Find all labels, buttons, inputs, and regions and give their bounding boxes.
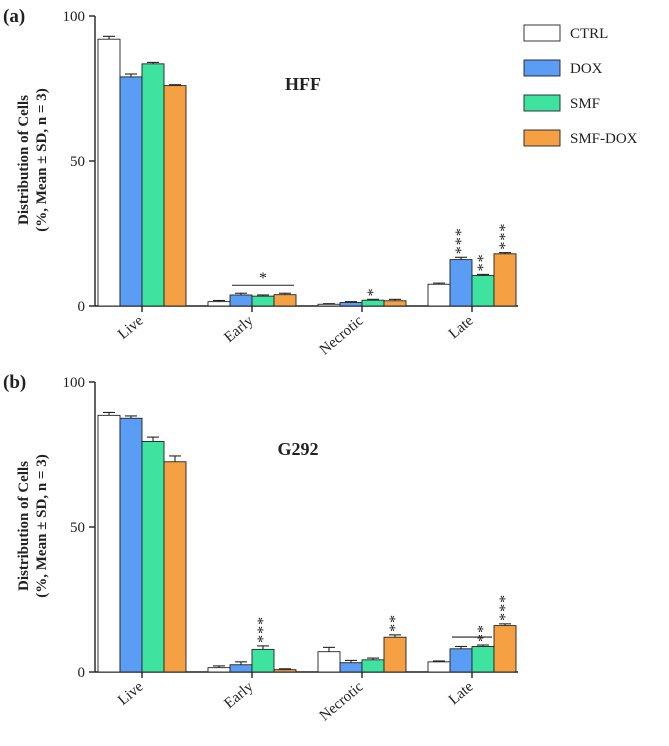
panel-a-ytick-label-2: 100 <box>63 9 86 25</box>
legend-swatch-ctrl <box>523 24 561 42</box>
panel-b-bar-smf-dox-late <box>493 625 517 673</box>
panel-a-sig-label-2: *** <box>453 227 470 254</box>
panel-a-bar-smf-early <box>251 295 275 307</box>
panel-b-ytick-label-1: 50 <box>70 520 85 536</box>
panel-b-bar-dox-live <box>119 417 143 673</box>
panel-a-bar-dox-early <box>229 294 253 307</box>
panel-b-bar-smf-early <box>251 648 275 673</box>
panel-b-sig-text-3: *** <box>497 594 514 621</box>
panel-a-sig-text-4: *** <box>497 223 514 250</box>
panel-b-bar-smf-dox-necrotic <box>383 636 407 673</box>
panel-a-sig-text-2: *** <box>453 227 470 254</box>
panel-a-bar-dox-late <box>449 259 473 307</box>
legend-swatch-smf-dox <box>523 129 561 147</box>
panel-b-sig-text-0: *** <box>255 616 272 643</box>
panel-a-sig-label-3: ** <box>475 253 492 271</box>
legend-item-smf: SMF <box>523 94 600 112</box>
legend-label-smf-dox: SMF-DOX <box>570 131 638 147</box>
panel-a-bar-ctrl-necrotic <box>317 303 341 307</box>
panel-a-bar-dox-live <box>119 76 143 307</box>
panel-a-category-label-late: Late <box>446 313 477 343</box>
panel-a-bar-smf-dox-necrotic <box>383 300 407 307</box>
panel-b-bar-smf-necrotic <box>361 659 385 673</box>
panel-b-ytick-label-0: 0 <box>78 665 86 681</box>
panel-b-ytick-label-2: 100 <box>63 375 86 391</box>
legend-item-dox: DOX <box>523 59 603 77</box>
legend-label-dox: DOX <box>570 61 603 77</box>
panel-b-label: (b) <box>3 372 26 393</box>
panel-b-bar-smf-late <box>471 646 495 673</box>
legend-swatch-smf <box>523 94 561 112</box>
panel-b-bar-dox-early <box>229 664 253 673</box>
panel-b-bar-smf-dox-live <box>163 461 187 673</box>
legend-swatch-dox <box>523 59 561 77</box>
panel-a-category-label-live: Live <box>115 313 147 343</box>
panel-a-ylabel-line1: Distribution of Cells <box>16 95 32 225</box>
panel-a-ytick-label-1: 50 <box>70 154 85 170</box>
panel-b-sig-label-3: *** <box>497 594 514 621</box>
panel-a-title: HFF <box>285 74 321 94</box>
panel-a-sig-label-1: * <box>365 287 382 296</box>
panel-a-bar-ctrl-live <box>97 38 121 307</box>
panel-a-bar-smf-dox-early <box>273 294 297 307</box>
panel-a: (a) HFF Distribution of Cells (%, Mean ±… <box>3 6 518 358</box>
panel-a-bar-dox-necrotic <box>339 302 363 307</box>
panel-b-sig-text-2: ** <box>475 624 492 642</box>
panel-b-category-label-late: Late <box>446 679 477 709</box>
legend-label-ctrl: CTRL <box>570 26 608 42</box>
panel-b-bar-dox-necrotic <box>339 662 363 673</box>
panel-b-ylabel-line2: (%, Mean ± SD, n = 3) <box>34 454 50 597</box>
panel-b-ylabel-line1: Distribution of Cells <box>16 461 32 591</box>
panel-b-category-label-live: Live <box>115 679 147 709</box>
panel-b-sig-label-1: ** <box>387 614 404 632</box>
panel-b-bar-smf-dox-early <box>273 669 297 673</box>
panel-b-bar-ctrl-early <box>207 667 231 673</box>
panel-a-ylabel: Distribution of Cells (%, Mean ± SD, n =… <box>16 88 50 231</box>
panel-b-sig-label-2: ** <box>475 624 492 642</box>
panel-b-category-label-early: Early <box>221 678 257 711</box>
panel-a-bar-smf-necrotic <box>361 299 385 307</box>
panel-a-sig-text-3: ** <box>475 253 492 271</box>
panel-a-sig-label-0: * <box>259 270 267 287</box>
panel-b-bar-dox-late <box>449 648 473 673</box>
panel-a-ylabel-line2: (%, Mean ± SD, n = 3) <box>34 88 50 231</box>
panel-a-bar-ctrl-early <box>207 301 231 307</box>
panel-b-sig-text-1: ** <box>387 614 404 632</box>
panel-b-bar-smf-live <box>141 441 165 673</box>
panel-b-sig-label-0: *** <box>255 616 272 643</box>
panel-a-bar-ctrl-late <box>427 283 451 307</box>
panel-a-label: (a) <box>3 6 25 27</box>
legend-label-smf: SMF <box>570 96 600 112</box>
panel-a-ytick-label-0: 0 <box>78 299 86 315</box>
panel-b: (b) G292 Distribution of Cells (%, Mean … <box>3 372 518 724</box>
panel-a-sig-text-1: * <box>365 287 382 296</box>
panel-b-bar-ctrl-late <box>427 661 451 673</box>
panel-a-bar-smf-dox-late <box>493 253 517 307</box>
panel-a-category-label-early: Early <box>221 312 257 345</box>
panel-b-category-label-necrotic: Necrotic <box>317 679 367 725</box>
panel-b-bar-ctrl-necrotic <box>317 651 341 673</box>
panel-b-bar-ctrl-live <box>97 414 121 673</box>
legend-item-ctrl: CTRL <box>523 24 608 42</box>
panel-a-bar-smf-live <box>141 63 165 307</box>
legend-item-smf-dox: SMF-DOX <box>523 129 638 147</box>
panel-a-sig-label-4: *** <box>497 223 514 250</box>
panel-b-title: G292 <box>277 439 318 459</box>
panel-a-bar-smf-dox-live <box>163 85 187 307</box>
panel-a-bar-smf-late <box>471 275 495 307</box>
legend: CTRL DOX SMF SMF-DOX <box>523 24 638 147</box>
panel-b-ylabel: Distribution of Cells (%, Mean ± SD, n =… <box>16 454 50 597</box>
panel-a-category-label-necrotic: Necrotic <box>317 313 367 359</box>
